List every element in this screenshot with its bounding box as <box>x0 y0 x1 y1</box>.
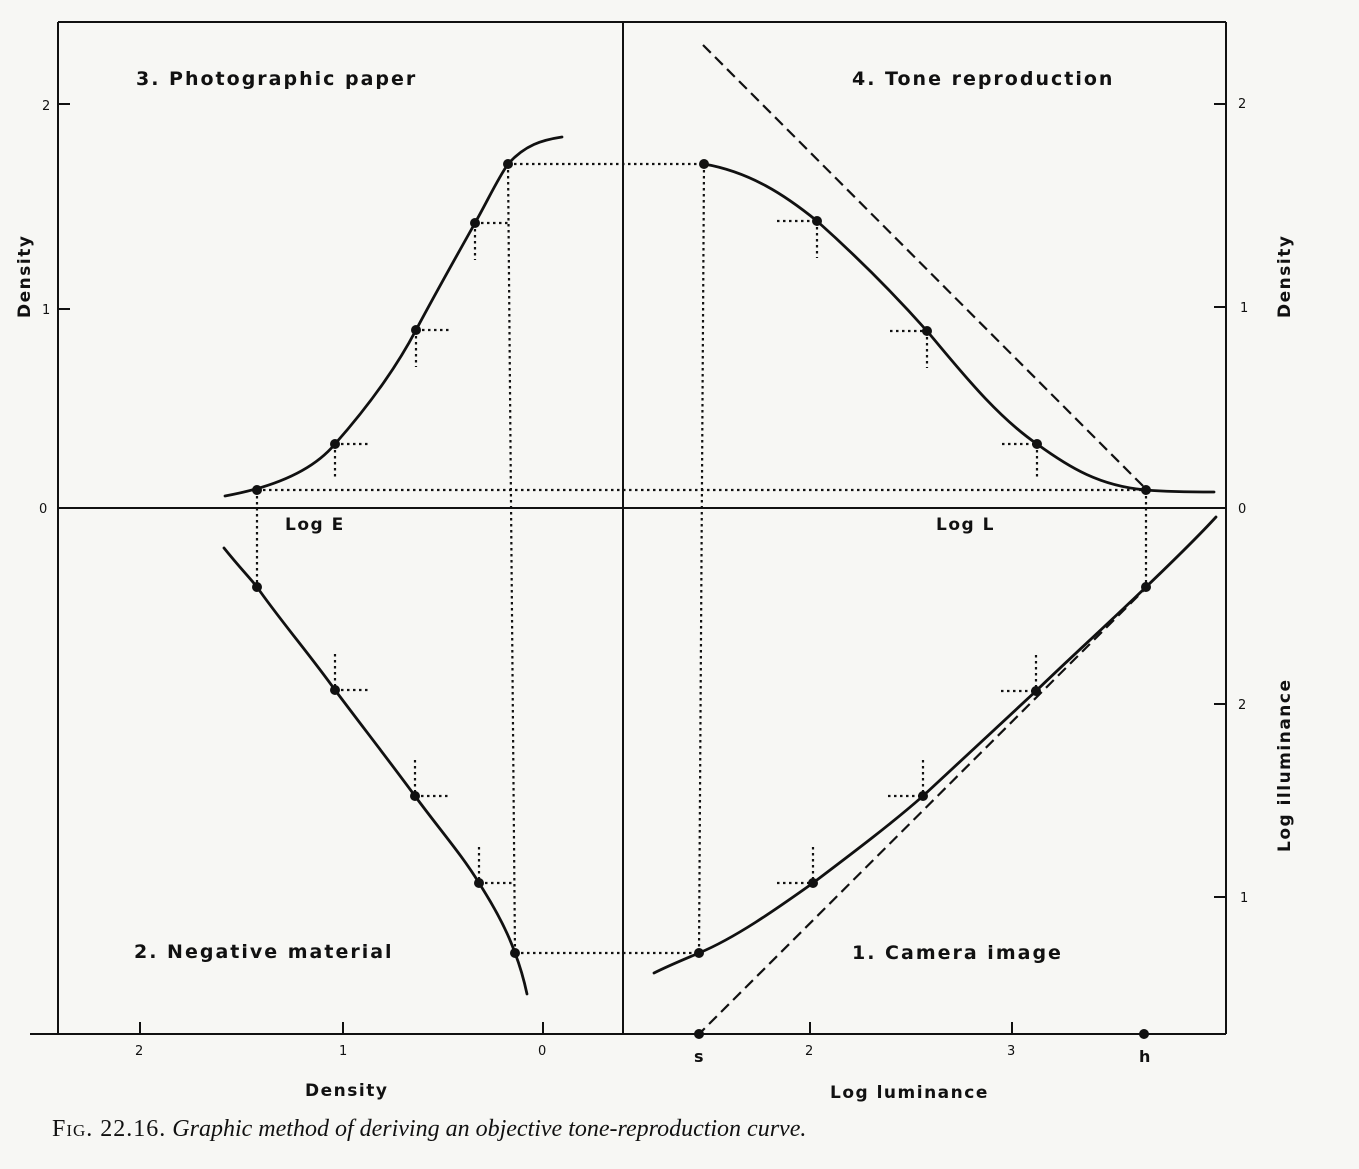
tick-label-bottom-density-2: 2 <box>135 1044 143 1059</box>
figure-caption: Fig. 22.16. Graphic method of deriving a… <box>52 1116 806 1143</box>
figure-number: Fig. 22.16. <box>52 1116 167 1142</box>
tick-label-left-2: 2 <box>42 99 50 114</box>
label-density-left: Density <box>15 235 35 318</box>
label-density-bottom: Density <box>305 1081 388 1101</box>
reference-line-camera-image <box>696 586 1148 1037</box>
data-points <box>252 159 1151 958</box>
tick-label-h: h <box>1139 1047 1150 1066</box>
diagram-frame <box>30 21 1227 1035</box>
point-q4-1 <box>699 159 709 169</box>
tick-label-right-ill-1: 1 <box>1240 891 1248 906</box>
projection-center-right-vertical <box>697 163 706 954</box>
curve-negative-material <box>222 546 529 996</box>
point-q4-3 <box>922 326 932 336</box>
title-negative-material: 2. Negative material <box>134 941 394 963</box>
tick-label-s: s <box>694 1047 704 1066</box>
point-q3-5 <box>503 159 513 169</box>
label-log-l: Log L <box>936 515 995 535</box>
label-log-illuminance: Log illuminance <box>1275 678 1295 852</box>
reference-line-tone-reproduction <box>702 44 1148 491</box>
title-photographic-paper: 3. Photographic paper <box>136 68 417 90</box>
point-q2-2 <box>330 685 340 695</box>
point-q4-4 <box>1032 439 1042 449</box>
tick-label-right-2: 2 <box>1238 97 1246 112</box>
point-q1-4 <box>1031 686 1041 696</box>
point-q3-1 <box>252 485 262 495</box>
curves <box>222 135 1218 996</box>
point-q1-2 <box>808 878 818 888</box>
point-q4-2 <box>812 216 822 226</box>
tick-label-right-0: 0 <box>1238 502 1246 517</box>
tick-label-right-1: 1 <box>1240 301 1248 316</box>
label-log-luminance: Log luminance <box>830 1083 989 1103</box>
label-density-right: Density <box>1275 235 1295 318</box>
label-log-e: Log E <box>285 515 345 535</box>
curve-camera-image <box>652 515 1218 975</box>
point-q4-5 <box>1141 485 1151 495</box>
title-camera-image: 1. Camera image <box>852 942 1063 964</box>
tick-label-bottom-lum-3: 3 <box>1007 1044 1015 1059</box>
curve-tone-reproduction <box>702 162 1216 494</box>
tick-label-right-ill-2: 2 <box>1238 698 1246 713</box>
point-q2-3 <box>410 791 420 801</box>
point-q3-3 <box>411 325 421 335</box>
tick-labels: 2 1 0 2 1 0 2 1 2 1 0 s 2 3 h <box>39 97 1248 1066</box>
tick-label-bottom-density-1: 1 <box>339 1044 347 1059</box>
figure-caption-text: Graphic method of deriving an objective … <box>172 1116 807 1142</box>
point-q1-1 <box>694 948 704 958</box>
projection-lines <box>255 162 1148 955</box>
point-q1-5 <box>1141 582 1151 592</box>
projection-center-left-vertical <box>506 163 517 954</box>
tick-label-left-0: 0 <box>39 502 47 517</box>
point-q3-2 <box>330 439 340 449</box>
tick-label-bottom-lum-2: 2 <box>805 1044 813 1059</box>
reference-lines <box>696 44 1148 1037</box>
point-q2-5 <box>510 948 520 958</box>
title-tone-reproduction: 4. Tone reproduction <box>852 68 1114 90</box>
tick-label-bottom-density-0: 0 <box>538 1044 546 1059</box>
point-q2-4 <box>474 878 484 888</box>
marker-h <box>1139 1029 1149 1039</box>
point-q3-4 <box>470 218 480 228</box>
axis-ticks <box>58 103 1226 1034</box>
point-q2-1 <box>252 582 262 592</box>
tick-label-left-1: 1 <box>42 303 50 318</box>
point-q1-3 <box>918 791 928 801</box>
